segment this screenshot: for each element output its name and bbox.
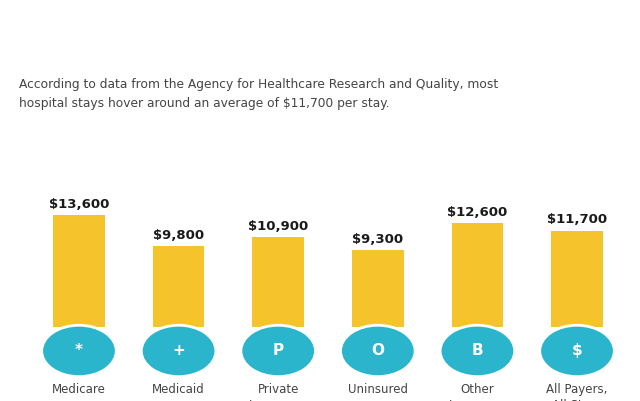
Text: $13,600: $13,600 xyxy=(49,198,109,211)
Text: All Payers,
All Stays: All Payers, All Stays xyxy=(547,383,608,401)
Text: According to data from the Agency for Healthcare Research and Quality, most
hosp: According to data from the Agency for He… xyxy=(19,78,499,110)
Text: P: P xyxy=(273,343,284,358)
Bar xyxy=(153,246,205,327)
Text: HOSPITAL STAY COSTS BY INSURANCE TYPE: HOSPITAL STAY COSTS BY INSURANCE TYPE xyxy=(100,30,540,48)
Text: Medicaid: Medicaid xyxy=(152,383,205,396)
Bar xyxy=(352,250,404,327)
Ellipse shape xyxy=(340,325,415,377)
Text: Uninsured: Uninsured xyxy=(348,383,408,396)
Bar xyxy=(551,231,603,327)
Text: $9,800: $9,800 xyxy=(153,229,204,242)
Ellipse shape xyxy=(241,325,316,377)
Ellipse shape xyxy=(42,325,116,377)
Text: Private
Insurance: Private Insurance xyxy=(249,383,307,401)
Text: $9,300: $9,300 xyxy=(352,233,403,246)
Text: $10,900: $10,900 xyxy=(248,220,308,233)
Ellipse shape xyxy=(540,325,614,377)
Text: Other
Insurance: Other Insurance xyxy=(449,383,506,401)
Text: $12,600: $12,600 xyxy=(447,206,508,219)
Bar xyxy=(452,223,503,327)
Bar xyxy=(53,215,105,327)
Text: $: $ xyxy=(572,343,582,358)
Text: +: + xyxy=(172,343,185,358)
Bar xyxy=(252,237,304,327)
Text: *: * xyxy=(75,343,83,358)
Ellipse shape xyxy=(440,325,515,377)
Text: $11,700: $11,700 xyxy=(547,213,607,227)
Ellipse shape xyxy=(141,325,216,377)
Text: O: O xyxy=(371,343,384,358)
Text: Medicare: Medicare xyxy=(52,383,106,396)
Text: B: B xyxy=(472,343,483,358)
